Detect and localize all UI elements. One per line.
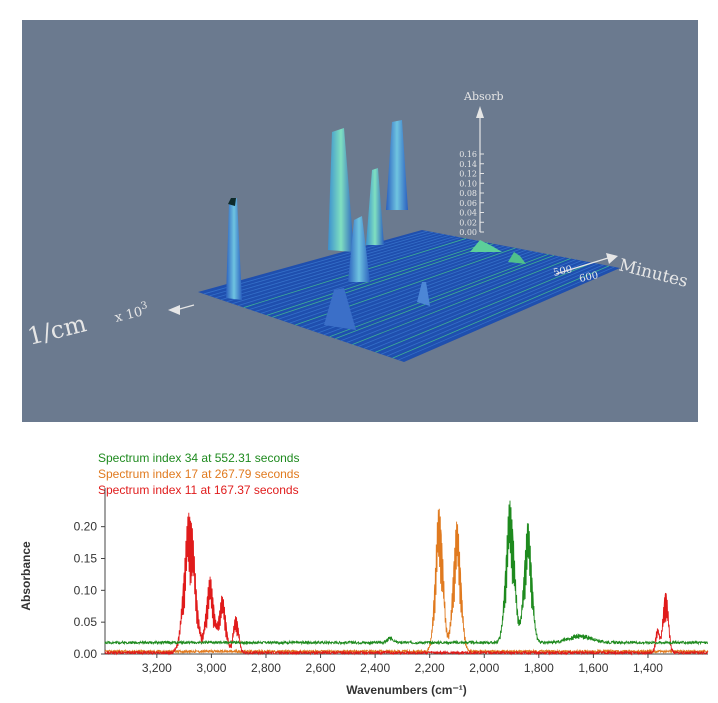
surface-line (260, 241, 483, 314)
y-tick-label: 0.10 (74, 583, 98, 597)
x-tick-label: 2,600 (306, 661, 336, 675)
surface-peak (324, 288, 356, 330)
series-line (104, 500, 708, 646)
surface-ridge (508, 252, 526, 264)
surface-line (346, 257, 566, 343)
surface-peak (366, 168, 384, 245)
surface-line (226, 234, 450, 303)
z-tick-label: 0.14 (459, 160, 477, 169)
surface-plot: Absorb 0.000.020.040.060.080.100.120.140… (22, 20, 698, 422)
x-tick-label: 3,000 (196, 661, 226, 675)
surface-line (220, 233, 445, 301)
wavenumber-multiplier-text: x 10 (113, 305, 144, 326)
legend-entry: Spectrum index 11 at 167.37 seconds (98, 483, 299, 497)
surface-line (323, 252, 544, 336)
surface-peak (226, 198, 242, 300)
time-axis-arrow (606, 253, 618, 264)
y-tick-label: 0.05 (74, 615, 98, 629)
surface-line (375, 262, 593, 353)
x-axis-label: Wavenumbers (cm⁻¹) (346, 683, 467, 697)
surface-line (209, 231, 434, 297)
legend: Spectrum index 34 at 552.31 seconds Spect… (98, 451, 299, 497)
time-tick-label: 600 (578, 270, 599, 285)
x-tick-label: 1,600 (578, 661, 608, 675)
surface-line (215, 232, 439, 299)
surface-peak (328, 128, 354, 252)
time-tick-label: 500 (552, 264, 573, 279)
surface-line (369, 261, 588, 351)
z-tick-label: 0.10 (459, 179, 477, 188)
legend-entry: Spectrum index 17 at 267.79 seconds (98, 467, 299, 481)
wavenumber-exponent-text: 3 (140, 300, 149, 312)
surface-line (352, 258, 571, 345)
z-tick-label: 0.04 (459, 209, 477, 218)
x-tick-label: 2,000 (469, 661, 499, 675)
surface-peak (417, 282, 430, 306)
surface-line (272, 243, 494, 318)
y-tick-label: 0.20 (74, 520, 98, 534)
surface-peak (348, 216, 370, 282)
surface-line (358, 259, 577, 347)
surface-line (340, 256, 560, 341)
z-axis-label: Absorb (463, 90, 504, 103)
surface-line (363, 260, 582, 349)
axes: 0.00 0.05 0.10 0.15 0.20 3,200 3,000 2,800 2,600… (74, 488, 708, 675)
z-tick-label: 0.06 (459, 199, 477, 208)
legend-entry: Spectrum index 34 at 552.31 seconds (98, 451, 299, 465)
spectrum-chart: Spectrum index 34 at 552.31 seconds Spect… (19, 451, 709, 697)
series-line (104, 512, 709, 656)
surface-line (283, 245, 505, 322)
x-tick-label: 2,400 (360, 661, 390, 675)
surface-line (392, 265, 610, 359)
x-tick-label: 1,400 (633, 661, 663, 675)
surface-line (398, 266, 615, 361)
plot-area (104, 500, 709, 656)
surface-line (386, 264, 604, 357)
wavenumber-axis-multiplier: x 103 (113, 300, 151, 326)
x-tick-label: 2,200 (415, 661, 445, 675)
surface-line (335, 254, 555, 340)
x-tick-label: 3,200 (142, 661, 172, 675)
surface-line (232, 235, 456, 305)
x-tick-label: 2,800 (251, 661, 281, 675)
z-tick-label: 0.00 (459, 228, 477, 237)
surface-line (380, 263, 599, 355)
z-tick-label: 0.02 (459, 218, 477, 227)
x-tick-label: 1,800 (524, 661, 554, 675)
z-tick-label: 0.12 (459, 170, 477, 179)
z-axis-ticks: 0.000.020.040.060.080.100.120.140.16 (459, 150, 484, 237)
wavenumber-axis-arrow (168, 305, 180, 315)
surface-line (266, 242, 489, 316)
z-tick-label: 0.08 (459, 189, 477, 198)
surface-line (318, 251, 538, 334)
z-axis-arrow (476, 106, 484, 118)
time-axis (555, 257, 609, 275)
z-tick-label: 0.16 (459, 150, 477, 159)
surface-line (289, 246, 511, 324)
y-tick-label: 0.15 (74, 551, 98, 565)
surface-peak (386, 120, 408, 210)
surface-line (277, 244, 500, 320)
y-axis-label: Absorbance (19, 541, 33, 611)
surface-peak (228, 198, 236, 206)
spectrum-plot-panel: Spectrum index 34 at 552.31 seconds Spect… (0, 430, 718, 698)
surface-plot-panel: Absorb 0.00 0.02 0.04 0.06 0.08 0.10 0.12 0.14 0… (22, 20, 698, 422)
y-tick-label: 0.00 (74, 647, 98, 661)
surface-ridge (470, 240, 502, 252)
surface-line (329, 253, 549, 338)
